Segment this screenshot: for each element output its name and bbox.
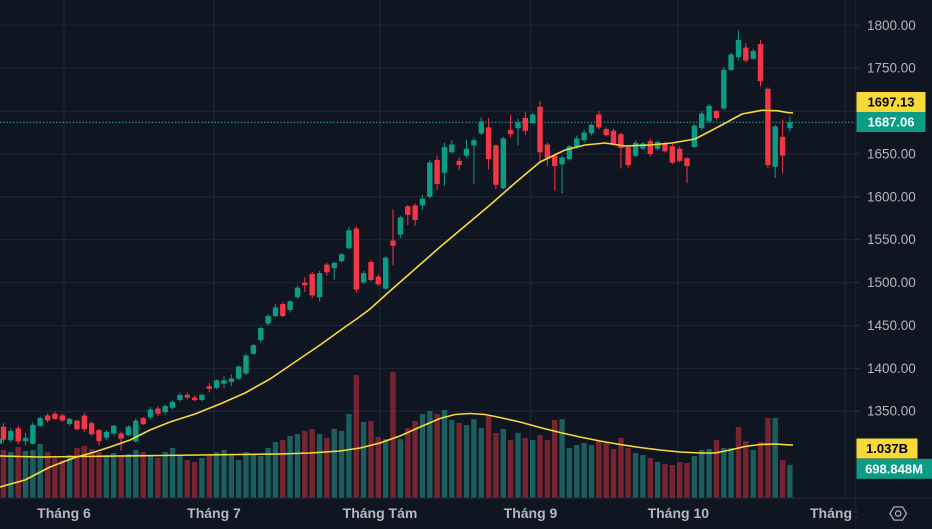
svg-text:1400.00: 1400.00	[867, 361, 916, 376]
svg-text:1350.00: 1350.00	[867, 404, 916, 419]
svg-text:Tháng 10: Tháng 10	[648, 505, 710, 521]
svg-text:1697.13: 1697.13	[868, 95, 915, 110]
svg-text:1687.06: 1687.06	[868, 115, 915, 130]
svg-text:1750.00: 1750.00	[867, 61, 916, 76]
svg-text:Tháng 7: Tháng 7	[187, 505, 241, 521]
svg-text:1600.00: 1600.00	[867, 189, 916, 204]
svg-text:Tháng 9: Tháng 9	[504, 505, 558, 521]
svg-text:1800.00: 1800.00	[867, 18, 916, 33]
svg-text:1650.00: 1650.00	[867, 146, 916, 161]
svg-text:Tháng Tám: Tháng Tám	[343, 505, 418, 521]
svg-text:1450.00: 1450.00	[867, 318, 916, 333]
svg-text:Tháng 6: Tháng 6	[37, 505, 91, 521]
svg-text:Tháng 11: Tháng 11	[810, 505, 871, 521]
svg-text:1550.00: 1550.00	[867, 232, 916, 247]
svg-text:1.037B: 1.037B	[866, 441, 908, 456]
svg-text:698.848M: 698.848M	[865, 461, 923, 476]
svg-text:1500.00: 1500.00	[867, 275, 916, 290]
